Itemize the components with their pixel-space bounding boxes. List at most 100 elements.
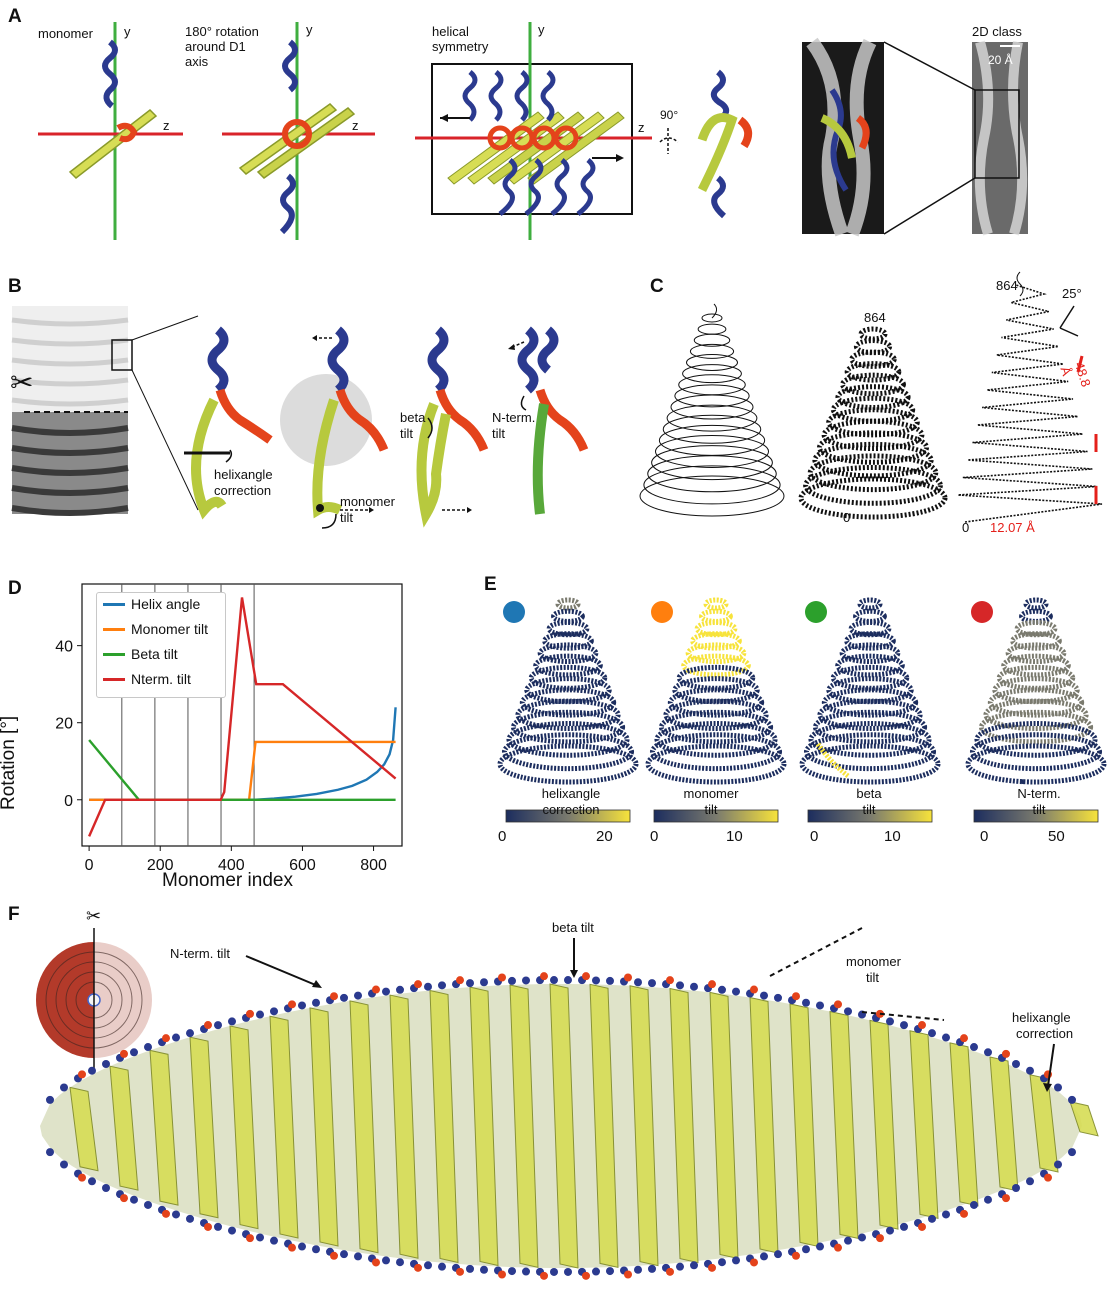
wire-loop (686, 354, 738, 371)
z-label: z (163, 118, 170, 133)
rim-red-top (918, 1021, 926, 1030)
e-label-4a: N-term. (1017, 786, 1061, 801)
cone-loop (658, 709, 774, 745)
cb3-min: 0 (810, 828, 819, 845)
rim-bead-bottom (88, 1177, 96, 1186)
rim-bead-bottom (718, 1258, 726, 1267)
rim-red-bottom (162, 1209, 170, 1218)
rim-bead-bottom (928, 1214, 936, 1223)
helical-band (69, 1086, 99, 1172)
rim-bead-top (214, 1021, 222, 1030)
rim-bead-top (312, 998, 320, 1007)
rim-bead-top (774, 993, 782, 1002)
cb2-max: 10 (726, 828, 743, 845)
monomer-tilt-callout-1: monomer (846, 954, 901, 969)
rim-bead-bottom (606, 1267, 614, 1276)
cone-loop (510, 709, 626, 745)
rim-bead-bottom (46, 1148, 54, 1157)
rim-red-bottom (708, 1263, 716, 1272)
rim-bead-bottom (508, 1267, 516, 1276)
monomer-tilt-line2: tilt (340, 510, 353, 525)
helix-ribbon-icon (279, 173, 296, 235)
rim-red-bottom (456, 1267, 464, 1276)
panel-e-label: E (484, 574, 497, 595)
cone-top-index: 864 (864, 310, 886, 325)
wire-loop (670, 394, 754, 420)
legend-helix-angle: Helix angle (131, 596, 201, 612)
cone-loop (974, 721, 1098, 758)
nterm-arrowhead-icon (312, 980, 322, 988)
rim-red-bottom (960, 1209, 968, 1218)
rim-bead-top (634, 978, 642, 987)
helical-band (149, 1049, 179, 1206)
beta-tilt-callout: beta tilt (552, 920, 594, 935)
dotted-loop (812, 441, 934, 479)
x-tick-label: 600 (289, 857, 316, 874)
rotate-90-icon (659, 128, 679, 154)
e-label-1a: helixangle (541, 786, 601, 801)
rim-bead-top (88, 1066, 96, 1075)
helical-line1: helical (432, 24, 469, 39)
colorbar (653, 809, 779, 823)
rim-bead-top (508, 976, 516, 985)
spacing-label: 12.07 Å (990, 520, 1035, 535)
angle-line (1059, 305, 1075, 329)
rim-bead-top (760, 991, 768, 1000)
dotted-loop (816, 430, 930, 465)
cone-loop (969, 732, 1103, 772)
cone-loop (835, 653, 905, 678)
rim-red-bottom (498, 1270, 506, 1279)
rim-bead-bottom (424, 1261, 432, 1270)
colorbar (505, 809, 631, 823)
rim-red-top (624, 973, 632, 982)
rim-bead-top (522, 976, 530, 985)
y-tick-label: 40 (55, 639, 73, 656)
rim-red-bottom (204, 1222, 212, 1231)
e-label-1b: correction (542, 802, 600, 817)
rim-bead-bottom (270, 1236, 278, 1245)
monomer-label: monomer (38, 26, 93, 41)
nterm-ribbon-icon (116, 122, 138, 143)
x-axis-title: Monomer index (162, 870, 293, 891)
rim-bead-top (298, 1001, 306, 1010)
e-label-3a: beta (856, 786, 882, 801)
cone-loop (812, 709, 928, 745)
left-arrowhead-icon (440, 114, 448, 122)
cone-loop (515, 698, 621, 731)
helixangle-line1: helixangle (214, 467, 273, 482)
helixangle-line2: correction (214, 483, 272, 498)
rim-bead-top (900, 1021, 908, 1030)
cone-loop (983, 698, 1089, 731)
rim-bead-bottom (256, 1233, 264, 1242)
rim-bead-top (228, 1017, 236, 1026)
rim-bead-bottom (354, 1252, 362, 1261)
rim-red-top (582, 972, 590, 981)
rim-bead-top (1054, 1083, 1062, 1092)
cone-bottom-index: 0 (843, 510, 851, 525)
beta-highlight (815, 742, 850, 778)
y-label: y (124, 24, 131, 39)
zoom-box (111, 339, 133, 371)
legend-dot-icon (805, 601, 827, 623)
colorbar (807, 809, 933, 823)
rim-red-top (288, 1000, 296, 1009)
cone-loop (506, 721, 630, 758)
rim-bead-top (718, 985, 726, 994)
wire-loop (651, 445, 773, 481)
rim-bead-bottom (886, 1226, 894, 1235)
plot-frame (81, 583, 403, 847)
dotted-loop (821, 418, 925, 452)
rim-red-bottom (120, 1194, 128, 1203)
rim-bead-bottom (1012, 1184, 1020, 1193)
rim-red-bottom (540, 1271, 548, 1280)
rim-bead-bottom (60, 1160, 68, 1169)
panel-f-label: F (8, 904, 20, 925)
rim-bead-bottom (340, 1250, 348, 1259)
rim-red-bottom (246, 1234, 254, 1243)
cone-loop (848, 619, 892, 638)
cone-loop (826, 676, 914, 705)
cone-loop (533, 653, 603, 678)
rim-bead-bottom (466, 1264, 474, 1273)
